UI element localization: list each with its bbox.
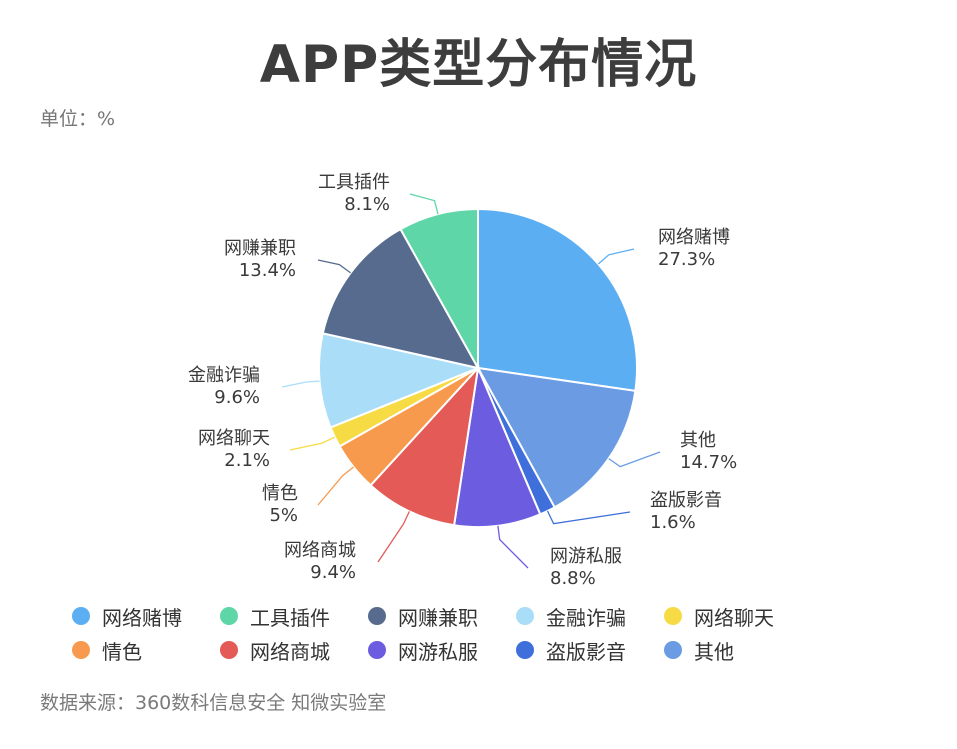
source-label: 数据来源：360数科信息安全 知微实验室 (40, 692, 387, 714)
legend-label: 金融诈骗 (546, 605, 626, 630)
slice-label: 其他 (680, 430, 716, 451)
pie-slices (318, 207, 638, 528)
legend-label: 网赚兼职 (398, 605, 478, 630)
legend-dot-icon (516, 607, 534, 625)
slice-label: 工具插件 (318, 172, 390, 193)
slice-value-label: 27.3% (658, 249, 715, 270)
legend-dot-icon (368, 607, 386, 625)
legend-label: 网络赌博 (102, 605, 182, 630)
legend-item: 网赚兼职 (368, 604, 516, 630)
legend-item: 工具插件 (220, 604, 368, 630)
legend-item: 盗版影音 (516, 638, 664, 664)
slice-label: 网络商城 (284, 540, 356, 561)
legend-dot-icon (72, 607, 90, 625)
legend-item: 其他 (664, 638, 812, 664)
leader-line (377, 511, 410, 563)
slice-value-label: 14.7% (680, 452, 737, 473)
legend-item: 网游私服 (368, 638, 516, 664)
slice-value-label: 13.4% (239, 260, 296, 281)
legend-label: 网络聊天 (694, 605, 774, 630)
slice-label: 网络赌博 (658, 227, 730, 248)
unit-label: 单位：% (40, 108, 116, 130)
pie-slice (399, 207, 479, 372)
slice-label: 盗版影音 (650, 490, 722, 511)
pie-slice (318, 332, 482, 429)
legend-dot-icon (72, 641, 90, 659)
leader-line (497, 525, 529, 569)
slice-value-label: 1.6% (650, 512, 696, 533)
leader-line (597, 248, 635, 265)
slice-label: 网游私服 (550, 546, 622, 567)
legend-dot-icon (220, 641, 238, 659)
leader-line (409, 193, 439, 215)
legend-item: 网络聊天 (664, 604, 812, 630)
pie-slice (477, 207, 638, 393)
leader-line (546, 510, 631, 525)
legend-label: 情色 (102, 639, 142, 664)
leader-line (608, 451, 661, 468)
pie-slice (452, 364, 542, 528)
legend-item: 网络商城 (220, 638, 368, 664)
legend-label: 其他 (694, 639, 734, 664)
legend-dot-icon (664, 607, 682, 625)
legend: 网络赌博 工具插件 网赚兼职 金融诈骗 网络聊天情色 网络商城 网游私服 盗版影音 其他 (72, 604, 932, 664)
pie-slice (476, 366, 637, 509)
leader-line (281, 380, 320, 388)
slice-label: 金融诈骗 (188, 365, 260, 386)
slice-label: 网赚兼职 (224, 238, 296, 259)
pie-slice (321, 227, 480, 370)
legend-dot-icon (368, 641, 386, 659)
legend-label: 盗版影音 (546, 639, 626, 664)
leader-line (317, 466, 355, 506)
pie-slice (369, 364, 480, 527)
slice-label: 情色 (262, 483, 298, 504)
slice-value-label: 9.6% (214, 387, 260, 408)
slice-label: 网络聊天 (198, 428, 270, 449)
leader-line (289, 436, 336, 451)
legend-label: 工具插件 (250, 605, 330, 630)
slice-value-label: 2.1% (224, 450, 270, 471)
slice-value-label: 9.4% (310, 562, 356, 583)
slice-value-label: 5% (269, 505, 298, 526)
chart-title: APP类型分布情况 (259, 35, 698, 95)
slice-value-label: 8.8% (550, 568, 596, 589)
leader-line (317, 259, 351, 274)
legend-item: 网络赌博 (72, 604, 220, 630)
legend-label: 网游私服 (398, 639, 478, 664)
legend-label: 网络商城 (250, 639, 330, 664)
legend-dot-icon (664, 641, 682, 659)
legend-dot-icon (220, 607, 238, 625)
legend-item: 情色 (72, 638, 220, 664)
legend-dot-icon (516, 641, 534, 659)
legend-item: 金融诈骗 (516, 604, 664, 630)
slice-value-label: 8.1% (344, 194, 390, 215)
leader-lines (281, 193, 661, 569)
